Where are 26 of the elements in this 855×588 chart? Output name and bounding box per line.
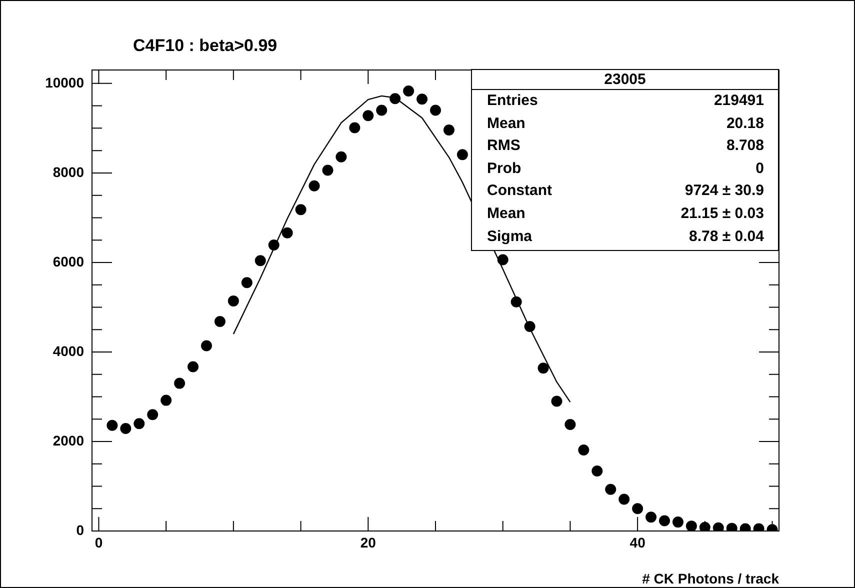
x-tick-label: 40 — [630, 534, 646, 550]
annotation: 23005 — [472, 70, 778, 90]
annotation: Sigma — [487, 226, 532, 247]
y-tick-label: 8000 — [52, 164, 84, 180]
annotation: 20.18 — [726, 114, 764, 134]
y-tick-label: 2000 — [52, 432, 84, 448]
annotation: 21.15 ± 0.03 — [680, 204, 764, 224]
annotation: 0 — [756, 158, 764, 179]
chart-title: C4F10 : beta>0.99 — [133, 36, 278, 56]
y-tick-label: 6000 — [52, 253, 84, 270]
annotation: 8.708 — [726, 136, 764, 156]
y-tick-label: 10000 — [45, 74, 84, 90]
annotation: 219491 — [714, 91, 764, 111]
annotation: Mean — [487, 204, 526, 224]
annotation: 9724 ± 30.9 — [684, 181, 764, 202]
annotation: Entries — [487, 91, 538, 111]
annotation: Prob — [487, 158, 522, 179]
x-tick-label: 20 — [360, 534, 376, 550]
y-tick-label: 0 — [76, 522, 84, 538]
annotation: Constant — [487, 181, 552, 202]
x-tick-label: 0 — [94, 534, 103, 550]
x-axis-title: # CK Photons / track — [642, 570, 780, 586]
y-tick-label: 4000 — [52, 342, 84, 359]
annotation: 8.78 ± 0.04 — [689, 226, 764, 247]
annotation: Mean — [487, 114, 526, 134]
annotation: RMS — [487, 136, 520, 156]
